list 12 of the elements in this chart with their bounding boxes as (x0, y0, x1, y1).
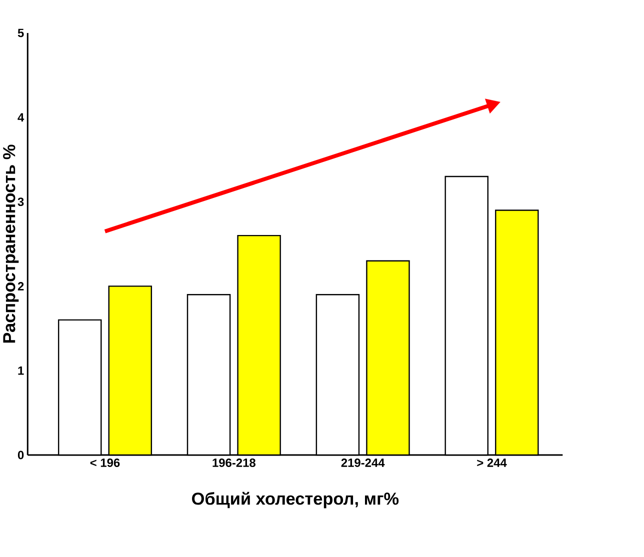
x-tick-label: > 244 (477, 458, 507, 467)
y-tick-label: 5 (18, 28, 24, 38)
y-tick-label: 3 (18, 198, 24, 206)
y-tick-label: 0 (18, 450, 24, 460)
y-tick-label: 1 (18, 366, 24, 375)
y-tick-label: 2 (18, 282, 24, 290)
y-tick-label: 4 (18, 113, 24, 122)
x-axis-title: Общий холестерол, мг% (192, 492, 399, 508)
x-tick-label: < 196 (90, 458, 120, 467)
x-tick-label: 196-218 (212, 458, 256, 467)
x-tick-label: 219-244 (341, 458, 385, 467)
y-axis-title: Распространенность % (3, 144, 19, 343)
